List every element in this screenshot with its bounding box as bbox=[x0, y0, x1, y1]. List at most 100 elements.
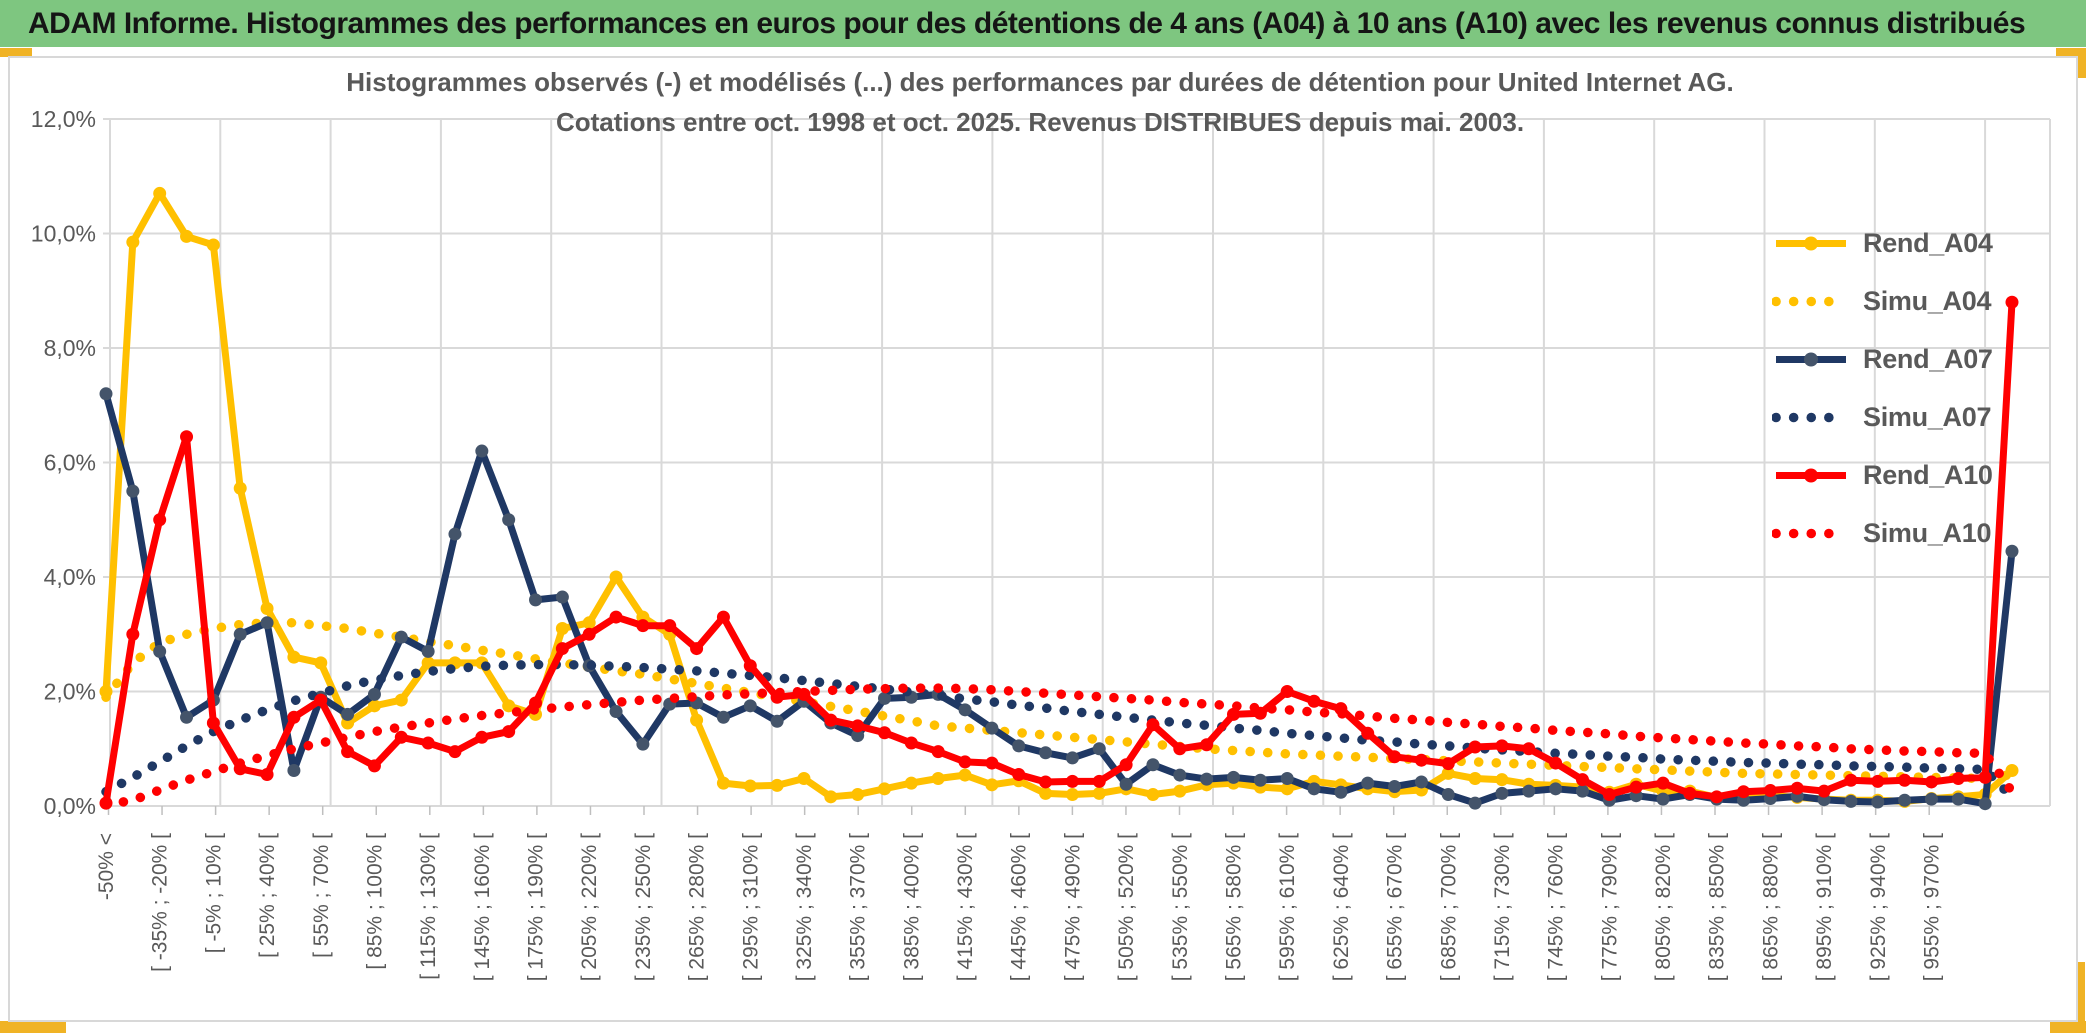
chart-title-line1: Histogrammes observés (-) et modélisés (… bbox=[346, 67, 1734, 97]
y-axis-tick-label: 4,0% bbox=[44, 564, 96, 590]
x-axis-tick-label: [ 565% ; 580% [ bbox=[1222, 833, 1245, 981]
marker-Rend_A10 bbox=[1280, 685, 1294, 698]
marker-Rend_A04 bbox=[609, 570, 623, 584]
x-axis-tick-label: [ 625% ; 640% [ bbox=[1330, 833, 1353, 981]
y-axis-tick-label: 6,0% bbox=[44, 450, 96, 476]
marker-Rend_A07 bbox=[1065, 751, 1079, 765]
marker-Rend_A10 bbox=[448, 745, 462, 759]
x-axis-tick-label: [ 775% ; 790% [ bbox=[1598, 833, 1621, 981]
marker-Rend_A07 bbox=[1871, 795, 1885, 809]
marker-Rend_A07 bbox=[985, 721, 999, 735]
marker-Rend_A07 bbox=[287, 764, 301, 778]
marker-Rend_A07 bbox=[394, 630, 408, 644]
marker-Rend_A10 bbox=[690, 642, 704, 656]
series-Simu_A07[interactable] bbox=[101, 659, 2017, 803]
x-axis-tick-label: [ 325% ; 340% [ bbox=[793, 833, 816, 981]
gold-frame-right-edge bbox=[2075, 962, 2085, 1033]
legend-item-Simu_A04[interactable]: Simu_A04 bbox=[1771, 272, 1993, 330]
marker-Rend_A04 bbox=[394, 693, 408, 707]
marker-Rend_A10 bbox=[931, 745, 945, 759]
x-axis-tick-label: [ 805% ; 820% [ bbox=[1652, 833, 1675, 981]
x-axis-tick-label: [ 895% ; 910% [ bbox=[1813, 833, 1836, 981]
legend-item-Simu_A07[interactable]: Simu_A07 bbox=[1771, 388, 1993, 446]
marker-Rend_A04 bbox=[260, 601, 274, 615]
y-axis-tick-label: 2,0% bbox=[44, 679, 96, 705]
marker-Rend_A10 bbox=[1119, 758, 1133, 772]
legend-item-Rend_A10[interactable]: Rend_A10 bbox=[1772, 446, 1993, 504]
marker-Rend_A10 bbox=[126, 627, 140, 641]
marker-Rend_A04 bbox=[1468, 772, 1482, 786]
legend-label: Simu_A10 bbox=[1863, 517, 1992, 548]
marker-Rend_A07 bbox=[743, 699, 757, 713]
gold-frame-top-left bbox=[0, 48, 32, 57]
x-axis-tick-label: [ 475% ; 490% [ bbox=[1061, 833, 1084, 981]
marker-Rend_A10 bbox=[1495, 739, 1509, 753]
marker-Rend_A04 bbox=[502, 699, 516, 713]
marker-Rend_A10 bbox=[1522, 742, 1536, 756]
marker-Rend_A10 bbox=[1978, 770, 1992, 784]
marker-Rend_A10 bbox=[663, 619, 677, 633]
marker-Rend_A10 bbox=[1602, 788, 1616, 802]
marker-Rend_A04 bbox=[1092, 786, 1106, 800]
marker-Rend_A10 bbox=[1226, 707, 1240, 721]
marker-Rend_A10 bbox=[1844, 773, 1858, 787]
marker-Rend_A07 bbox=[958, 703, 972, 717]
marker-Rend_A10 bbox=[1737, 785, 1751, 799]
marker-Rend_A10 bbox=[743, 659, 757, 673]
series-Rend_A04[interactable] bbox=[102, 189, 2016, 805]
dotted-line-icon bbox=[1771, 410, 1851, 425]
series-Simu_A04[interactable] bbox=[101, 618, 2017, 784]
x-axis-tick-label: [ 685% ; 700% [ bbox=[1437, 833, 1460, 981]
marker-Rend_A07 bbox=[1012, 739, 1026, 753]
marker-Rend_A07 bbox=[448, 527, 462, 541]
legend-item-Rend_A07[interactable]: Rend_A07 bbox=[1772, 330, 1993, 388]
legend-item-Simu_A10[interactable]: Simu_A10 bbox=[1771, 504, 1993, 562]
marker-Rend_A07 bbox=[99, 387, 113, 401]
marker-Rend_A04 bbox=[824, 790, 838, 804]
marker-Rend_A07 bbox=[1495, 786, 1509, 800]
marker-Rend_A10 bbox=[1441, 757, 1455, 771]
x-axis-tick-label: [ 295% ; 310% [ bbox=[739, 833, 762, 981]
marker-Rend_A07 bbox=[1092, 742, 1106, 756]
marker-Rend_A07 bbox=[555, 590, 569, 604]
marker-Rend_A10 bbox=[260, 768, 274, 782]
marker-Rend_A10 bbox=[1656, 776, 1670, 790]
marker-Rend_A04 bbox=[878, 782, 892, 796]
marker-Rend_A10 bbox=[904, 736, 918, 750]
marker-Rend_A10 bbox=[1388, 750, 1402, 764]
marker-Rend_A07 bbox=[1039, 746, 1053, 760]
marker-Rend_A07 bbox=[1468, 796, 1482, 810]
legend-item-Rend_A04[interactable]: Rend_A04 bbox=[1772, 214, 1993, 272]
marker-Rend_A04 bbox=[287, 650, 301, 664]
marker-Rend_A10 bbox=[1307, 694, 1321, 708]
marker-Rend_A10 bbox=[636, 619, 650, 633]
marker-Rend_A04 bbox=[904, 776, 918, 790]
marker-Rend_A10 bbox=[985, 756, 999, 770]
marker-Rend_A07 bbox=[367, 687, 381, 701]
marker-Rend_A10 bbox=[421, 736, 435, 750]
marker-Rend_A07 bbox=[1200, 772, 1214, 786]
marker-Rend_A04 bbox=[1039, 786, 1053, 800]
x-axis-tick-label: [ 505% ; 520% [ bbox=[1115, 833, 1138, 981]
marker-Rend_A04 bbox=[958, 768, 972, 782]
marker-Rend_A07 bbox=[1978, 797, 1992, 811]
marker-Rend_A07 bbox=[716, 710, 730, 724]
marker-Rend_A07 bbox=[1844, 794, 1858, 808]
marker-Rend_A07 bbox=[1307, 782, 1321, 796]
marker-Rend_A07 bbox=[1226, 770, 1240, 784]
marker-Rend_A04 bbox=[851, 788, 865, 802]
marker-Rend_A07 bbox=[1575, 784, 1589, 798]
marker-Rend_A04 bbox=[180, 229, 194, 243]
marker-Rend_A04 bbox=[985, 778, 999, 792]
x-axis-tick-label: [ 205% ; 220% [ bbox=[578, 833, 601, 981]
marker-Rend_A10 bbox=[716, 610, 730, 624]
marker-Rend_A07 bbox=[1173, 768, 1187, 782]
x-axis-tick-label: [ 175% ; 190% [ bbox=[525, 833, 548, 981]
series-Simu_A10[interactable] bbox=[101, 683, 2017, 810]
marker-Rend_A04 bbox=[931, 772, 945, 786]
marker-Rend_A10 bbox=[1898, 773, 1912, 787]
marker-Rend_A10 bbox=[851, 719, 865, 733]
marker-Rend_A10 bbox=[1361, 726, 1375, 740]
chart-area-frame[interactable] bbox=[8, 56, 2078, 1022]
